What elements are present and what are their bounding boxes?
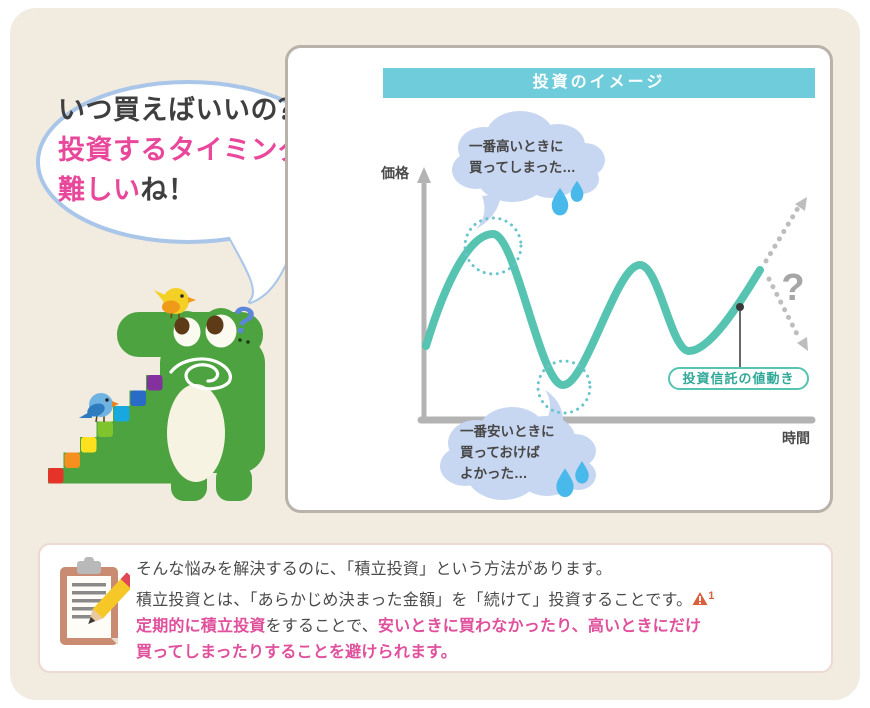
chart-title-bar: 投資のイメージ — [383, 68, 815, 98]
speech-bubble-shape — [36, 80, 340, 304]
bubble-line1-text: いつ買えばいいの？ — [58, 95, 306, 125]
note-line2-text: 積立投資とは、「あらかじめ決まった金額」を「続けて」投資することです。 — [136, 592, 693, 609]
stair-square-red — [48, 468, 64, 484]
trough-cloud-note: 一番安いときに 買っておけば よかった… — [460, 421, 555, 484]
speech-bubble-tail-fill — [225, 215, 299, 302]
yellow-bird-tail — [154, 290, 165, 302]
note-box: そんな悩みを解決するのに、「積立投資」という方法があります。 積立投資とは、「あ… — [38, 543, 833, 673]
cloud-top — [452, 111, 605, 229]
croc-nostril-1 — [238, 338, 242, 342]
yellow-bird — [154, 288, 196, 319]
yellow-bird-wing — [162, 300, 180, 314]
note-line-2: 積立投資とは、「あらかじめ決まった金額」を「続けて」投資することです。 1 — [136, 583, 826, 614]
clipboard-pencil-icon — [60, 557, 130, 645]
tear-drop-icon — [551, 187, 569, 216]
croc-belly — [167, 384, 225, 482]
bubble-line2-pink: 投資するタイミング — [58, 135, 306, 165]
peak-cloud-note: 一番高いときに 買ってしまった… — [469, 136, 576, 178]
trough-dotted-circle — [536, 359, 592, 415]
crocodile-character: ? — [48, 288, 265, 501]
arrowhead-down — [797, 337, 808, 351]
croc-right-pupil — [206, 315, 224, 335]
tear-drop-icon — [575, 461, 589, 484]
pencil — [88, 572, 130, 625]
bubble-line-3: 難しいね！ — [58, 170, 358, 210]
blue-bird-eye — [105, 398, 109, 402]
tear-drops — [551, 180, 589, 498]
peak-dotted-circle — [463, 216, 523, 276]
croc-left-pupil — [174, 317, 190, 335]
price-curve — [422, 229, 764, 390]
footnote-marker: 1 — [708, 590, 715, 602]
croc-crossed-arms — [169, 357, 232, 391]
stair-square-green — [97, 421, 113, 437]
stair-square-purple — [147, 375, 163, 391]
yellow-bird-eye — [180, 294, 184, 298]
series-label-pill — [668, 367, 809, 390]
chart-canvas: ? 投資信託の値動き — [417, 111, 816, 500]
note-line-1: そんな悩みを解決するのに、「積立投資」という方法があります。 — [136, 557, 826, 583]
stair-square-orange — [64, 452, 80, 468]
note-line3-pink2: 安いときに買わなかったり、高いときにだけ — [377, 618, 702, 635]
future-dotted-arrows — [763, 205, 803, 343]
series-label-text: 投資信託の値動き — [682, 371, 794, 386]
note-line3-plain: をすることで、 — [265, 618, 378, 635]
cloud-top-tail — [476, 194, 501, 229]
chart-panel: ? 投資信託の値動き 投資のイメージ 価格 時間 一番高いときに 買ってしまった… — [285, 45, 833, 513]
y-axis-arrowhead — [417, 167, 431, 183]
yellow-bird-beak — [188, 297, 196, 303]
tear-drop-icon — [570, 180, 584, 202]
warning-triangle-icon — [692, 592, 708, 605]
highlight-circles — [463, 216, 592, 415]
note-line4-text: 買ってしまったりすることを避けられます。 — [136, 644, 457, 661]
y-axis-label: 価格 — [381, 165, 409, 181]
stair-square-blue — [130, 390, 146, 406]
tear-drop-icon — [556, 468, 574, 498]
peak-note-line1: 一番高いときに — [469, 139, 564, 154]
blue-bird-beak — [112, 401, 119, 407]
stair-color-squares — [48, 375, 163, 484]
note-line3-pink1: 定期的に積立投資 — [136, 618, 266, 635]
croc-nostril-2 — [246, 340, 250, 344]
stair-square-cyan — [114, 406, 130, 422]
blue-bird — [79, 393, 119, 423]
future-question-mark: ? — [781, 267, 804, 309]
cloud-bottom-tail — [545, 390, 564, 423]
blue-bird-wing — [87, 403, 105, 417]
note-line-3: 定期的に積立投資をすることで、安いときに買わなかったり、高いときにだけ — [136, 614, 826, 640]
note-line-4: 買ってしまったりすることを避けられます。 — [136, 640, 826, 666]
note-text-block: そんな悩みを解決するのに、「積立投資」という方法があります。 積立投資とは、「あ… — [136, 557, 826, 666]
peak-note-line2: 買ってしまった… — [469, 160, 576, 175]
stair-square-yellow — [81, 437, 97, 453]
x-axis-label: 時間 — [782, 430, 810, 446]
trough-note-line2: 買っておけば — [460, 445, 540, 460]
croc-right-foot — [216, 465, 252, 501]
bubble-line3-rest: ね！ — [140, 175, 196, 205]
trough-note-line3: よかった… — [460, 466, 528, 481]
arrowhead-up — [795, 197, 807, 211]
trough-note-line1: 一番安いときに — [460, 424, 555, 439]
bubble-line-1: いつ買えばいいの？ — [58, 90, 358, 130]
note-line1-text: そんな悩みを解決するのに、「積立投資」という方法があります。 — [136, 561, 612, 578]
bubble-line3-pink: 難しい — [58, 175, 141, 205]
